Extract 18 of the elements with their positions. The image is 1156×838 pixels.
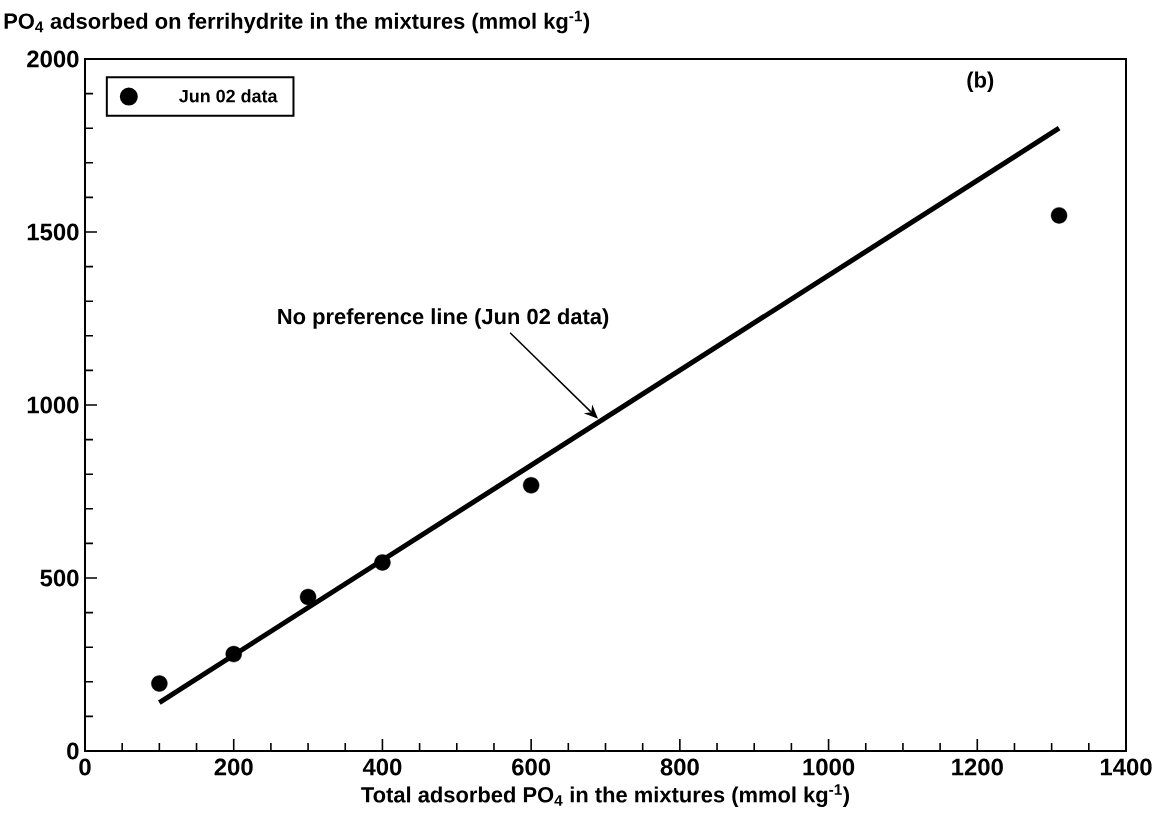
y-tick-label: 0 — [67, 742, 79, 760]
x-tick-label: 800 — [660, 758, 699, 776]
x-tick-label: 0 — [79, 758, 91, 776]
x-axis-title: Total adsorbed PO$_{4}$ in the mixtures (mmol kg$^{-1}$) — [361, 784, 849, 807]
x-tick-label: 1400 — [1100, 758, 1152, 776]
x-tick-label: 200 — [214, 758, 253, 776]
y-tick-label: 1000 — [27, 396, 79, 414]
x-tick-label: 1200 — [952, 758, 1003, 776]
legend-label: Jun 02 data — [179, 89, 278, 103]
annotation: No preference line (Jun 02 data) — [278, 308, 609, 329]
y-tick-label: 2000 — [27, 50, 79, 68]
annotation: (b) — [967, 71, 994, 93]
y-axis-title: PO$_{4}$ adsorbed on ferrihydrite in the mixtures (mmol kg$^{-1}$) — [4, 10, 590, 34]
y-tick-label: 1500 — [27, 223, 79, 241]
x-tick-label: 600 — [512, 758, 551, 776]
x-tick-label: 400 — [362, 758, 402, 776]
y-tick-label: 500 — [40, 569, 79, 587]
x-tick-label: 1000 — [803, 758, 855, 776]
